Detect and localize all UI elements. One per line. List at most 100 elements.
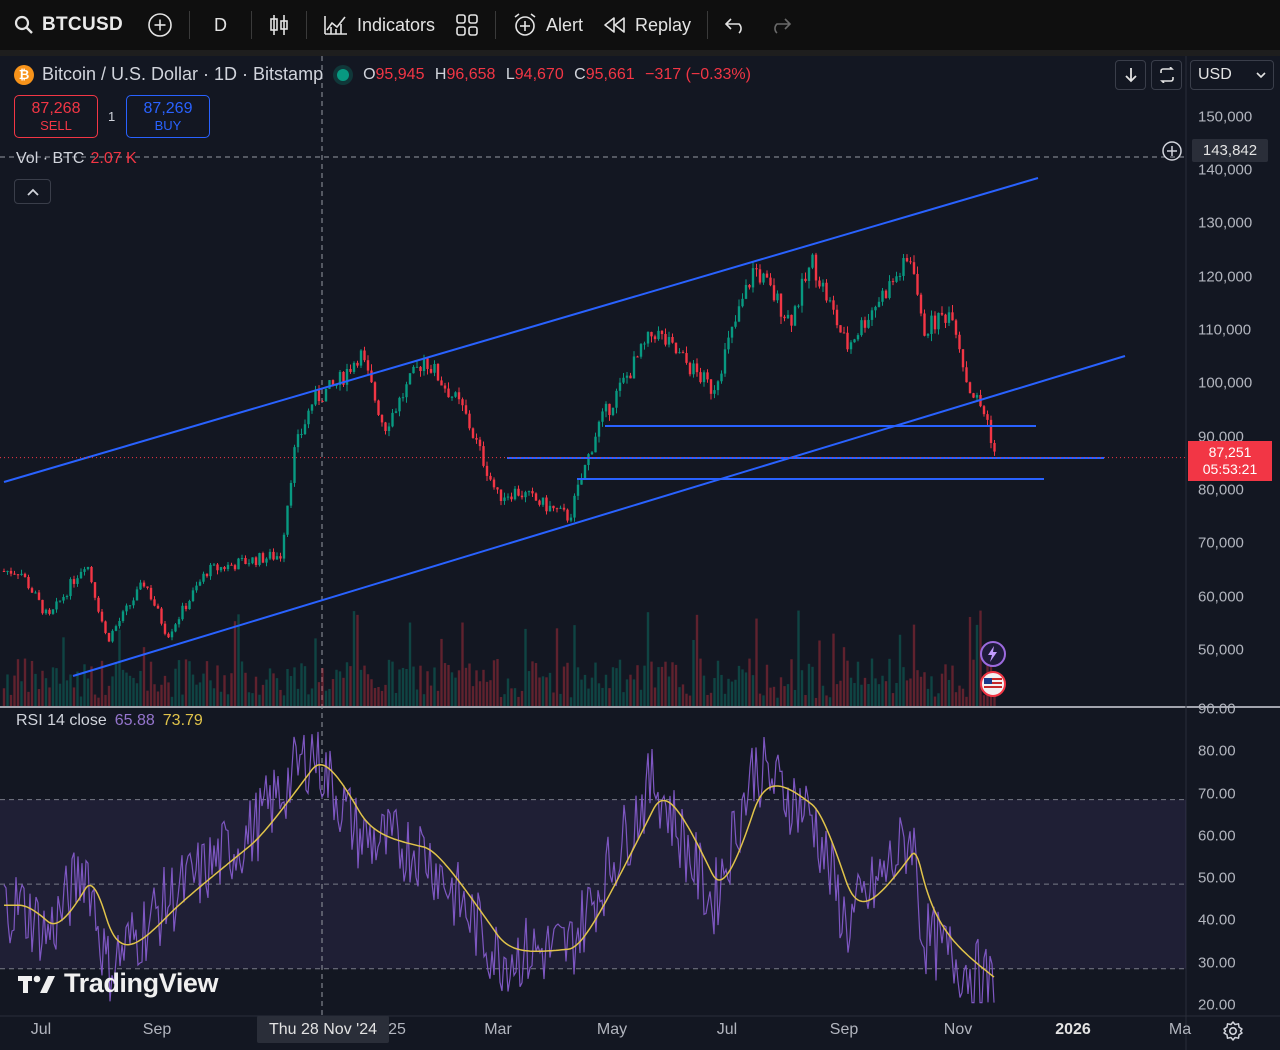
candle-body: [653, 336, 657, 340]
volume-bar: [471, 686, 475, 706]
event-flash-icon[interactable]: [980, 641, 1006, 667]
alert-button[interactable]: Alert: [502, 0, 593, 50]
candle-body: [41, 599, 44, 614]
interval-button[interactable]: D: [196, 0, 245, 50]
undo-button[interactable]: [714, 0, 758, 50]
volume-bar: [933, 696, 937, 706]
candle-body: [167, 633, 170, 638]
volume-bar: [842, 647, 846, 706]
candle-body: [391, 412, 394, 427]
candle-body: [181, 605, 184, 620]
candle-body: [751, 268, 755, 288]
candle-body: [475, 437, 478, 440]
candle-body: [818, 280, 821, 287]
candle-body: [860, 320, 863, 336]
volume-bar: [951, 665, 954, 706]
chart-type-button[interactable]: [258, 0, 300, 50]
sell-button[interactable]: 87,268 SELL: [14, 95, 98, 138]
symbol-title[interactable]: Bitcoin / U.S. Dollar · 1D · Bitstamp: [42, 64, 324, 84]
tradingview-logo[interactable]: TradingView: [18, 968, 219, 999]
rsi-legend[interactable]: RSI 14 close 65.88 73.79: [16, 712, 203, 730]
toolbar-divider: [188, 11, 190, 39]
volume-bar: [177, 660, 181, 706]
volume-bar: [184, 659, 188, 706]
buy-button[interactable]: 87,269 BUY: [126, 95, 210, 138]
candle-body: [597, 421, 601, 437]
sync-button[interactable]: [1151, 60, 1182, 90]
layouts-button[interactable]: [445, 0, 489, 50]
candle-body: [107, 632, 111, 642]
redo-button[interactable]: [758, 0, 802, 50]
volume-bar: [527, 671, 531, 706]
price-chart[interactable]: [0, 56, 1280, 1050]
candle-body: [954, 320, 958, 335]
indicators-button[interactable]: Indicators: [313, 0, 445, 50]
candle-body: [527, 491, 531, 493]
volume-bar: [419, 665, 422, 706]
candle-body: [422, 358, 426, 372]
candle-body: [660, 330, 664, 335]
download-button[interactable]: [1115, 60, 1146, 90]
volume-value: 2.07 K: [90, 150, 137, 167]
trend-line: [72, 355, 1126, 677]
compare-button[interactable]: [137, 0, 183, 50]
candle-body: [433, 363, 436, 373]
redo-icon: [768, 15, 792, 35]
volume-bar: [359, 669, 363, 706]
candle-body: [657, 330, 660, 340]
replay-button[interactable]: Replay: [593, 0, 701, 50]
volume-legend[interactable]: Vol · BTC 2.07 K: [16, 150, 137, 168]
volume-bar: [104, 694, 107, 706]
volume-bar: [562, 666, 566, 706]
volume-bar: [202, 673, 205, 706]
candle-body: [804, 278, 807, 281]
volume-bar: [401, 667, 405, 706]
volume-bar: [569, 697, 573, 706]
rsi-ma-value: 73.79: [162, 712, 203, 729]
volume-bar: [559, 693, 562, 706]
volume-bar: [744, 672, 748, 706]
volume-bar: [681, 684, 685, 706]
time-tick-label: Sep: [829, 1021, 859, 1038]
candle-body: [783, 316, 786, 319]
add-alert-plus-button[interactable]: [1160, 139, 1184, 162]
volume-bar: [636, 665, 639, 706]
chart-settings-button[interactable]: [1222, 1020, 1244, 1042]
candle-body: [216, 564, 219, 571]
volume-bar: [923, 672, 926, 706]
us-flag-event-icon[interactable]: [980, 671, 1006, 697]
volume-bar: [279, 689, 282, 706]
candle-body: [286, 505, 289, 535]
candle-body: [762, 273, 765, 283]
candle-body: [772, 285, 776, 301]
volume-bar: [41, 670, 44, 706]
volume-bar: [331, 679, 335, 706]
candle-body: [604, 403, 608, 412]
chart-area[interactable]: [0, 50, 1280, 1050]
volume-bar: [268, 668, 272, 706]
volume-bar: [769, 687, 772, 706]
price-tick-label: 100,000: [1198, 374, 1253, 392]
candle-body: [338, 371, 342, 385]
collapse-legend-button[interactable]: [14, 179, 51, 204]
volume-bar: [181, 694, 184, 706]
volume-bar: [461, 622, 464, 706]
volume-bar: [79, 696, 83, 706]
candle-body: [219, 567, 223, 571]
symbol-search[interactable]: BTCUSD: [0, 0, 137, 50]
volume-bar: [940, 673, 944, 706]
candle-body: [884, 290, 888, 298]
candle-body: [989, 419, 993, 443]
volume-bar: [751, 675, 755, 706]
candle-body: [895, 276, 898, 282]
currency-select[interactable]: USD: [1190, 60, 1274, 90]
volume-bar: [804, 695, 807, 706]
candle-body: [695, 363, 699, 373]
candle-body: [160, 608, 163, 624]
volume-bar: [230, 673, 233, 706]
candle-body: [275, 556, 279, 560]
alert-label: Alert: [546, 14, 584, 35]
volume-bar: [457, 670, 461, 706]
candle-body: [524, 492, 527, 498]
volume-bar: [576, 667, 580, 706]
